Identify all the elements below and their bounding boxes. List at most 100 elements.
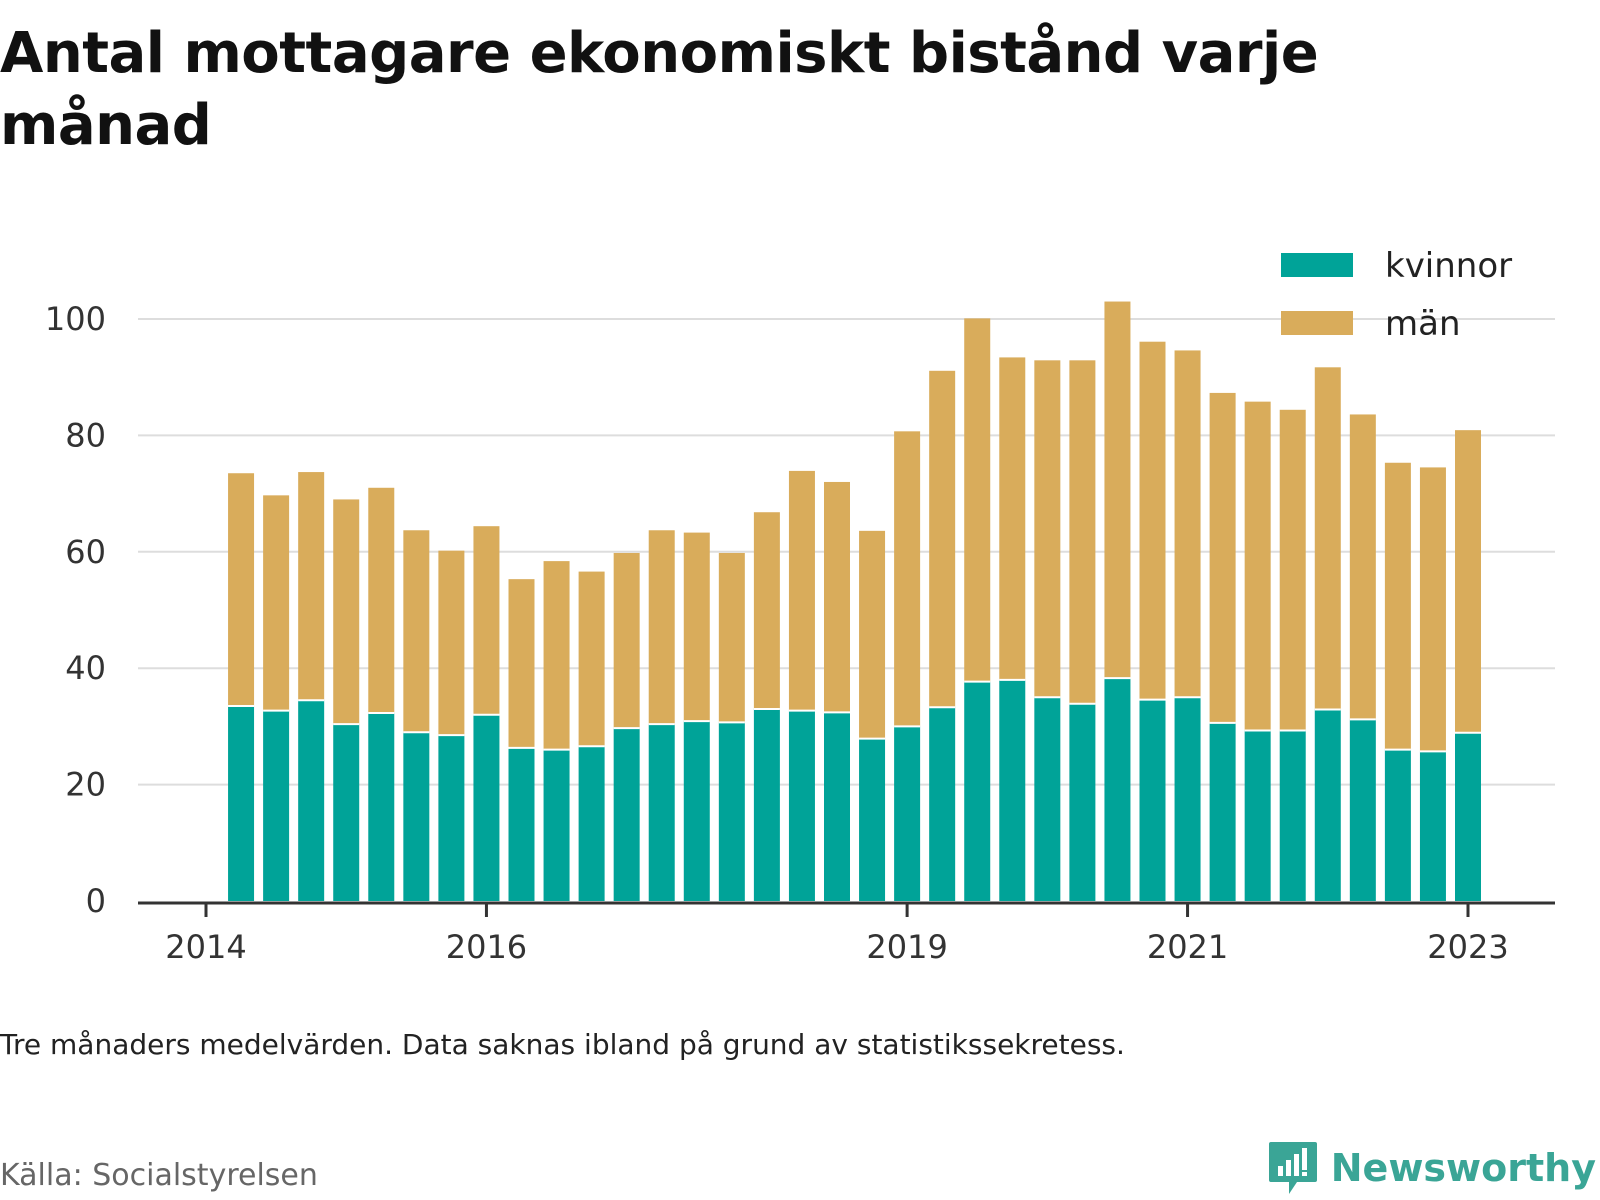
bar-stack (824, 481, 850, 901)
bar-man (368, 487, 395, 714)
bar-stack (1419, 467, 1446, 901)
bar-kvinnor (1034, 697, 1061, 901)
bar-stack (368, 487, 395, 901)
bar-kvinnor (1455, 732, 1481, 901)
bar-stack (543, 561, 570, 901)
bar-stack (228, 473, 255, 901)
y-tick-label: 60 (65, 533, 106, 571)
bar-stack (1455, 430, 1481, 901)
bar-stack (1279, 409, 1306, 901)
bar-stack (999, 357, 1026, 901)
bar-man (613, 552, 640, 729)
bar-kvinnor (508, 747, 535, 901)
bar-stack (1244, 401, 1271, 901)
bar-man (999, 357, 1026, 680)
bar-kvinnor (1174, 697, 1201, 901)
bar-man (894, 431, 921, 727)
bar-man (1419, 467, 1446, 752)
stacked-bar-chart: 0 20 40 60 80 100 2014 2016 2019 2021 2023 kvinno… (45, 246, 1555, 966)
bar-man (824, 481, 850, 713)
bar-stack (438, 550, 465, 901)
bar-stack (964, 318, 991, 901)
bar-man (473, 526, 500, 715)
legend-swatch (1281, 253, 1353, 277)
bar-stack (473, 526, 500, 901)
bar-man (578, 571, 605, 747)
bar-stack (333, 499, 360, 901)
bar-kvinnor (298, 700, 325, 901)
bar-kvinnor (1349, 719, 1376, 901)
bar-man (1279, 409, 1306, 731)
bar-man (1034, 360, 1061, 698)
bar-kvinnor (473, 714, 500, 901)
source-text: Källa: Socialstyrelsen (0, 1158, 318, 1193)
x-tick-label: 2019 (866, 928, 947, 966)
legend-item-kvinnor: kvinnor (1281, 246, 1512, 286)
brand-name: Newsworthy (1330, 1146, 1596, 1190)
bar-man (718, 552, 745, 723)
bar-stack (613, 552, 640, 901)
bar-man (228, 473, 255, 707)
bar-man (859, 530, 886, 739)
legend-label: kvinnor (1385, 246, 1512, 286)
bar-stack (718, 552, 745, 901)
y-tick-label: 80 (65, 416, 106, 454)
y-tick-label: 0 (86, 882, 106, 920)
bar-stack (859, 530, 886, 901)
bar-man (403, 530, 430, 733)
bar-man (683, 532, 710, 722)
bar-stack (1034, 360, 1061, 901)
bar-kvinnor (578, 746, 605, 901)
y-tick-label: 40 (65, 649, 106, 687)
bar-kvinnor (438, 735, 465, 901)
brand-logo: Newsworthy (1267, 1140, 1596, 1196)
bar-man (1174, 350, 1201, 698)
bar-kvinnor (648, 724, 675, 901)
bar-kvinnor (1244, 730, 1271, 901)
bar-stack (263, 495, 290, 901)
bar-kvinnor (1314, 709, 1341, 901)
bar-man (438, 550, 465, 736)
x-tick-label: 2014 (165, 928, 246, 966)
bar-stack (1139, 341, 1166, 901)
bar-stack (753, 512, 780, 901)
bar-stack (578, 571, 605, 901)
bar-kvinnor (613, 728, 640, 901)
bar-stack (508, 579, 535, 901)
bar-kvinnor (964, 681, 991, 901)
bar-man (508, 579, 535, 748)
y-tick-label: 100 (45, 300, 106, 338)
bar-kvinnor (1279, 730, 1306, 901)
bar-kvinnor (1419, 751, 1446, 901)
bar-kvinnor (263, 710, 290, 901)
bar-man (1104, 301, 1131, 679)
bar-stack (403, 530, 430, 901)
bar-kvinnor (1384, 749, 1411, 901)
bar-kvinnor (718, 722, 745, 901)
bar-stack (1314, 367, 1341, 901)
bar-kvinnor (859, 738, 886, 901)
bar-man (753, 512, 780, 709)
bar-stack (1349, 414, 1376, 901)
x-tick-label: 2016 (446, 928, 527, 966)
bar-stack (788, 470, 815, 901)
bars (228, 301, 1481, 901)
bar-stack (1209, 392, 1236, 901)
bar-kvinnor (894, 726, 921, 901)
bar-stack (929, 370, 956, 901)
bar-kvinnor (788, 710, 815, 901)
bar-man (263, 495, 290, 711)
y-axis-ticks: 0 20 40 60 80 100 (45, 300, 106, 920)
bar-stack (1104, 301, 1131, 901)
bar-kvinnor (228, 706, 255, 901)
bar-stack (648, 530, 675, 901)
bar-kvinnor (753, 708, 780, 901)
legend-label: män (1385, 304, 1461, 344)
bar-stack (894, 431, 921, 901)
bar-man (543, 561, 570, 750)
x-axis: 2014 2016 2019 2021 2023 (138, 901, 1555, 966)
bar-man (964, 318, 991, 682)
bar-man (333, 499, 360, 725)
chart-title: Antal mottagare ekonomiskt bistånd varje… (0, 21, 1319, 158)
bar-man (1069, 360, 1096, 704)
